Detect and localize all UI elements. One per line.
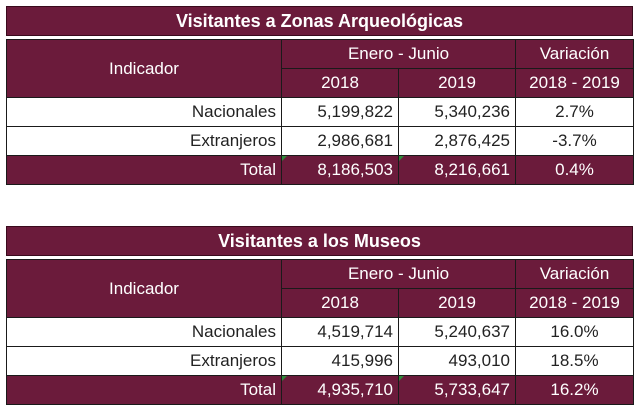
variation-range-header: 2018 - 2019 (515, 68, 634, 98)
archaeological-zones-table: Indicador Enero - Junio Variación 2018 2… (6, 39, 634, 185)
subheader-row: 2018 2019 2018 - 2019 (7, 68, 634, 98)
total-label: Total (6, 375, 282, 405)
year-2019-header: 2019 (398, 68, 516, 98)
total-2018: 4,935,710 (281, 375, 399, 405)
table-row: Extranjeros 2,986,681 2,876,425 -3.7% (6, 126, 634, 156)
value-2019: 493,010 (398, 346, 516, 376)
variation-value: 2.7% (515, 97, 634, 127)
subheader-row: 2018 2019 2018 - 2019 (7, 288, 634, 318)
total-2019: 8,216,661 (398, 155, 516, 185)
variation-header: Variación (515, 259, 634, 289)
variation-value: 18.5% (515, 346, 634, 376)
value-2018: 415,996 (281, 346, 399, 376)
table-row: Extranjeros 415,996 493,010 18.5% (6, 346, 634, 376)
museums-table: Indicador Enero - Junio Variación 2018 2… (6, 259, 634, 405)
header-row: Indicador Enero - Junio Variación (6, 39, 634, 98)
period-header: Enero - Junio (281, 259, 516, 289)
year-2018-header: 2018 (281, 288, 399, 318)
table-title: Visitantes a Zonas Arqueológicas (6, 6, 633, 36)
value-2018: 5,199,822 (281, 97, 399, 127)
value-2019: 5,340,236 (398, 97, 516, 127)
header-row: Indicador Enero - Junio Variación (6, 259, 634, 318)
variation-value: 16.0% (515, 317, 634, 347)
total-row: Total 4,935,710 5,733,647 16.2% (6, 375, 634, 405)
table-row: Nacionales 5,199,822 5,340,236 2.7% (6, 97, 634, 127)
year-2019-header: 2019 (398, 288, 516, 318)
row-label: Nacionales (6, 317, 282, 347)
value-2019: 5,240,637 (398, 317, 516, 347)
total-label: Total (6, 155, 282, 185)
total-variation: 0.4% (515, 155, 634, 185)
museums-table-block: Visitantes a los Museos Indicador Enero … (6, 226, 634, 405)
row-label: Nacionales (6, 97, 282, 127)
table-title: Visitantes a los Museos (6, 226, 633, 256)
period-header: Enero - Junio (281, 39, 516, 69)
total-2019: 5,733,647 (398, 375, 516, 405)
table-row: Nacionales 4,519,714 5,240,637 16.0% (6, 317, 634, 347)
row-label: Extranjeros (6, 346, 282, 376)
indicator-header: Indicador (6, 39, 282, 98)
archaeological-zones-table-block: Visitantes a Zonas Arqueológicas Indicad… (6, 6, 634, 185)
row-label: Extranjeros (6, 126, 282, 156)
year-2018-header: 2018 (281, 68, 399, 98)
variation-range-header: 2018 - 2019 (515, 288, 634, 318)
value-2019: 2,876,425 (398, 126, 516, 156)
total-variation: 16.2% (515, 375, 634, 405)
variation-value: -3.7% (515, 126, 634, 156)
total-2018: 8,186,503 (281, 155, 399, 185)
total-row: Total 8,186,503 8,216,661 0.4% (6, 155, 634, 185)
variation-header: Variación (515, 39, 634, 69)
value-2018: 4,519,714 (281, 317, 399, 347)
value-2018: 2,986,681 (281, 126, 399, 156)
indicator-header: Indicador (6, 259, 282, 318)
